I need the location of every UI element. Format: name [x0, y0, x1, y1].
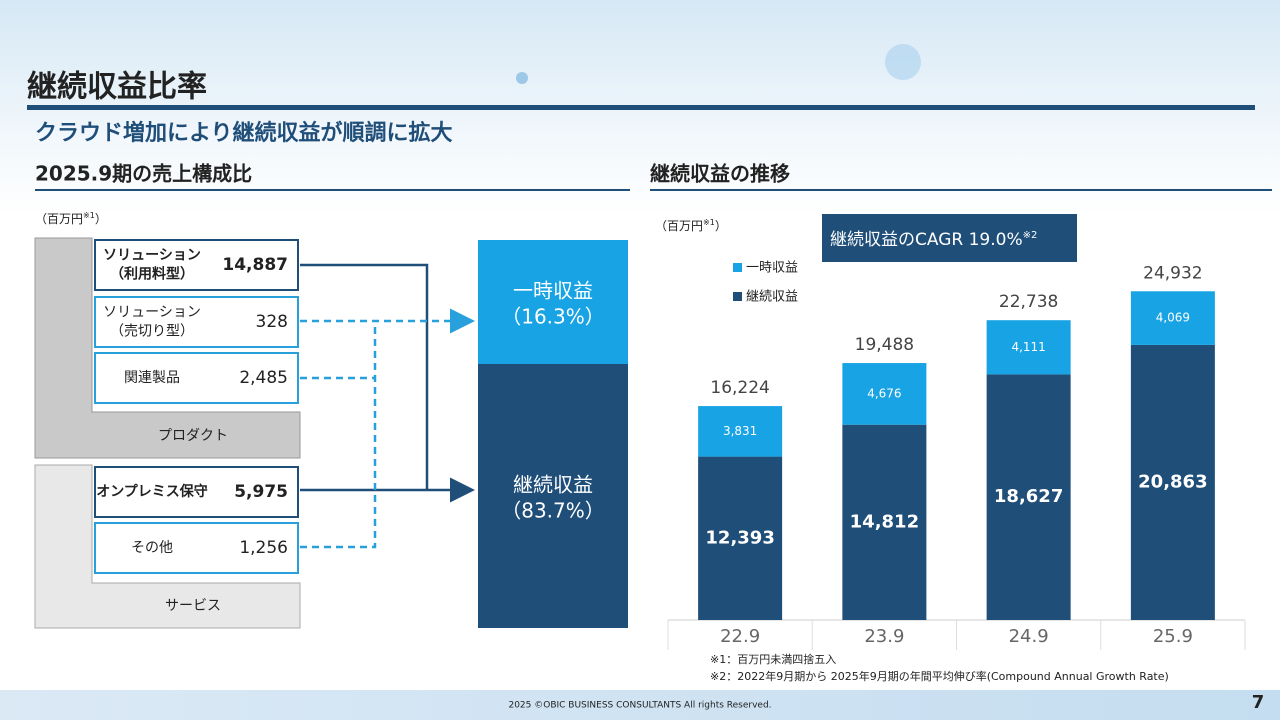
total-label: 19,488 [855, 335, 914, 355]
rule [35, 189, 630, 191]
value-label: 20,863 [1138, 471, 1207, 492]
item-label: ソリューション [103, 248, 201, 264]
item-box [94, 466, 299, 518]
footnote: ※1：百万円未満四捨五入 [710, 652, 836, 666]
copyright: 2025 ©OBIC BUSINESS CONSULTANTS All righ… [508, 701, 771, 711]
value-label: 4,111 [1011, 340, 1045, 354]
rule [650, 189, 1272, 191]
bar-segment [842, 424, 927, 620]
connector [300, 321, 377, 549]
item-value: 1,256 [239, 538, 288, 558]
x-tick-label: 23.9 [864, 626, 904, 647]
item-label: 関連製品 [124, 370, 180, 386]
footnote: ※2：2022年9月期から 2025年9月期の年間平均伸び率(Compound … [710, 669, 1169, 683]
value-label: 14,812 [850, 511, 919, 532]
bar-segment [1130, 291, 1215, 345]
group-panel [34, 237, 301, 459]
item-label: （売切り型） [110, 324, 194, 340]
x-tick-label: 25.9 [1153, 626, 1193, 647]
group-label: サービス [165, 598, 221, 614]
page-number: 7 [1252, 692, 1265, 713]
result-name: 継続収益 [513, 473, 593, 497]
legend-label: 継続収益 [746, 290, 798, 305]
item-box [94, 296, 299, 348]
total-label: 16,224 [710, 378, 769, 398]
item-label: オンプレミス保守 [96, 483, 208, 500]
bar-segment [842, 363, 927, 425]
decoration [885, 44, 921, 80]
value-label: 4,676 [867, 386, 901, 400]
annotation: 継続収益のCAGR 19.0%※2 [830, 230, 1037, 250]
item-label: その他 [131, 540, 173, 556]
annotation-box [822, 214, 1077, 262]
legend-swatch [733, 263, 742, 272]
item-value: 14,887 [222, 255, 288, 275]
bar-segment [986, 374, 1071, 620]
total-label: 22,738 [999, 292, 1058, 312]
item-box [94, 352, 299, 404]
chart-title: 継続収益の推移 [650, 162, 790, 186]
connector [300, 263, 429, 490]
item-value: 2,485 [239, 368, 288, 388]
value-label: 12,393 [705, 527, 774, 548]
result-share: （16.3%） [501, 305, 605, 329]
result-box [478, 364, 628, 628]
x-tick-label: 24.9 [1009, 626, 1049, 647]
item-box [94, 522, 299, 574]
decoration [516, 72, 528, 84]
item-value: 328 [256, 312, 288, 332]
item-label: ソリューション [103, 305, 201, 321]
result-share: （83.7%） [501, 499, 605, 523]
value-label: 4,069 [1156, 311, 1190, 325]
group-label: プロダクト [158, 428, 228, 444]
item-box [94, 239, 299, 291]
legend-swatch [733, 292, 742, 301]
bar-segment [698, 406, 783, 457]
bar-segment [698, 456, 783, 620]
result-name: 一時収益 [513, 279, 593, 303]
item-label: （利用料型） [110, 266, 194, 283]
subtitle: クラウド増加により継続収益が順調に拡大 [35, 120, 453, 146]
result-box [478, 240, 628, 364]
bar-segment [1130, 344, 1215, 620]
total-label: 24,932 [1143, 263, 1202, 283]
x-tick-label: 22.9 [720, 626, 760, 647]
footer-band [0, 690, 1280, 720]
legend-label: 一時収益 [746, 261, 798, 276]
title: 継続収益比率 [27, 70, 207, 105]
unit: （百万円※1） [35, 211, 107, 226]
bar-segment [986, 320, 1071, 375]
value-label: 18,627 [994, 486, 1063, 507]
unit: （百万円※1） [655, 218, 727, 233]
left-heading: 2025.9期の売上構成比 [35, 162, 252, 186]
value-label: 3,831 [723, 424, 757, 438]
item-value: 5,975 [234, 482, 288, 502]
group-panel [34, 464, 301, 629]
title-rule [27, 105, 1255, 110]
